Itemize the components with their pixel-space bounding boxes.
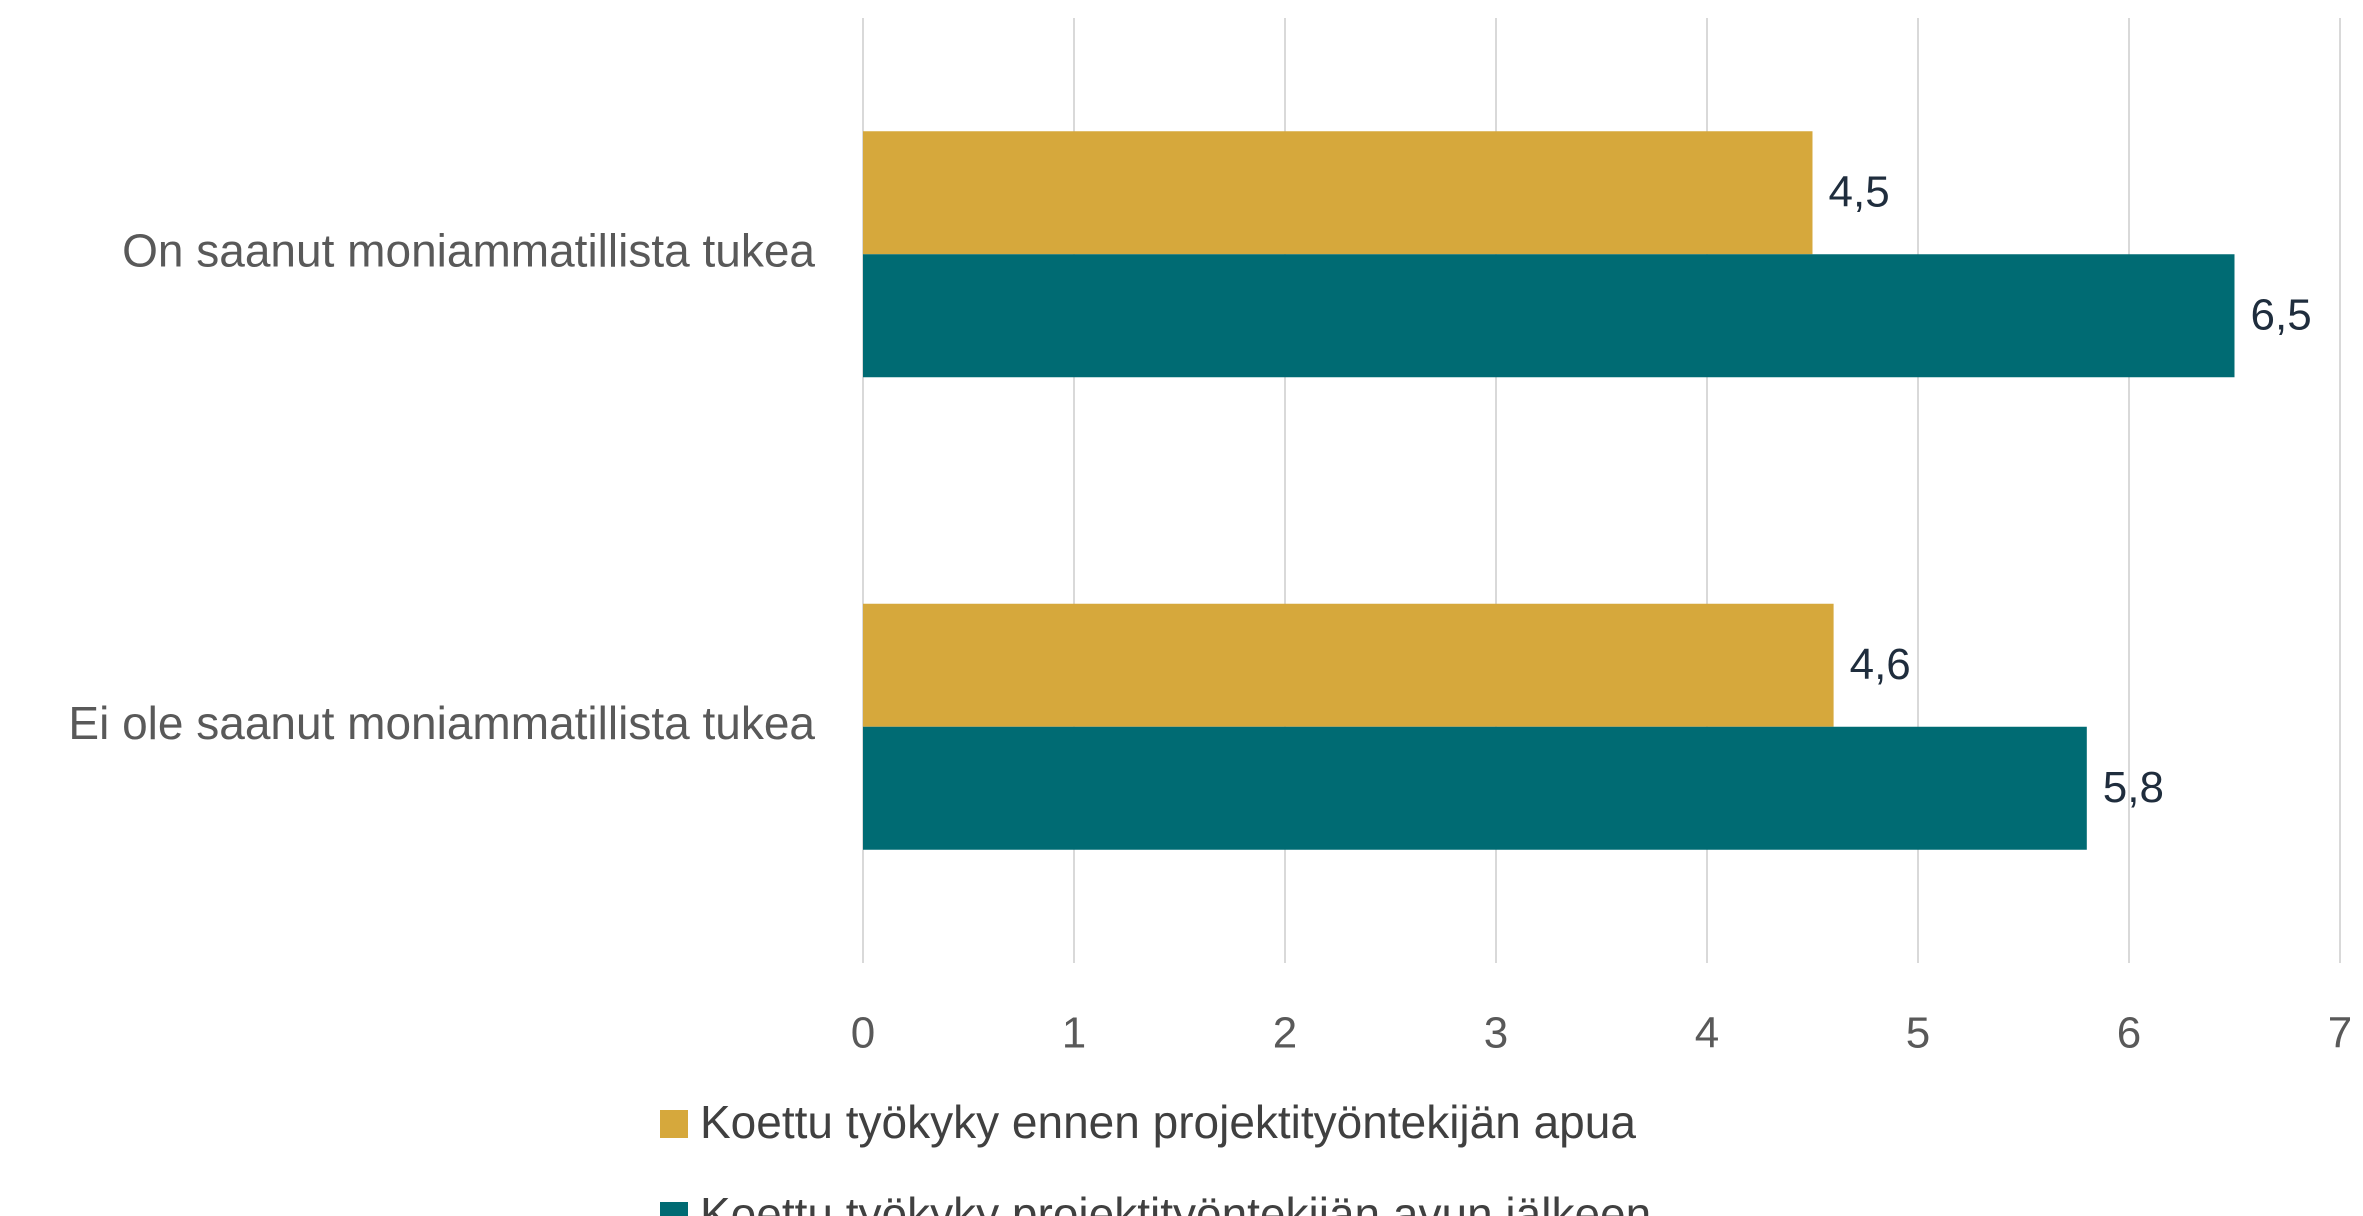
value-label: 4,5: [1829, 167, 1890, 216]
legend-label: Koettu työkyky ennen projektityöntekijän…: [700, 1096, 1636, 1148]
x-tick-label: 0: [851, 1009, 875, 1058]
x-tick-label: 4: [1695, 1009, 1719, 1058]
x-tick-label: 6: [2117, 1009, 2141, 1058]
bar: [863, 254, 2235, 378]
x-tick-label: 1: [1062, 1009, 1086, 1058]
x-tick-label: 7: [2328, 1009, 2352, 1058]
legend-label: Koettu työkyky projektityöntekijän avun …: [700, 1188, 1651, 1216]
bar: [863, 131, 1813, 255]
x-tick-label: 3: [1484, 1009, 1508, 1058]
x-tick-label: 5: [1906, 1009, 1930, 1058]
value-label: 5,8: [2103, 763, 2164, 812]
value-label: 6,5: [2251, 290, 2312, 339]
category-label: Ei ole saanut moniammatillista tukea: [68, 697, 815, 749]
legend-swatch: [660, 1202, 688, 1216]
category-label: On saanut moniammatillista tukea: [122, 224, 815, 276]
x-tick-label: 2: [1273, 1009, 1297, 1058]
bar: [863, 603, 1834, 727]
bar: [863, 726, 2087, 850]
legend-swatch: [660, 1110, 688, 1138]
value-label: 4,6: [1850, 640, 1911, 689]
